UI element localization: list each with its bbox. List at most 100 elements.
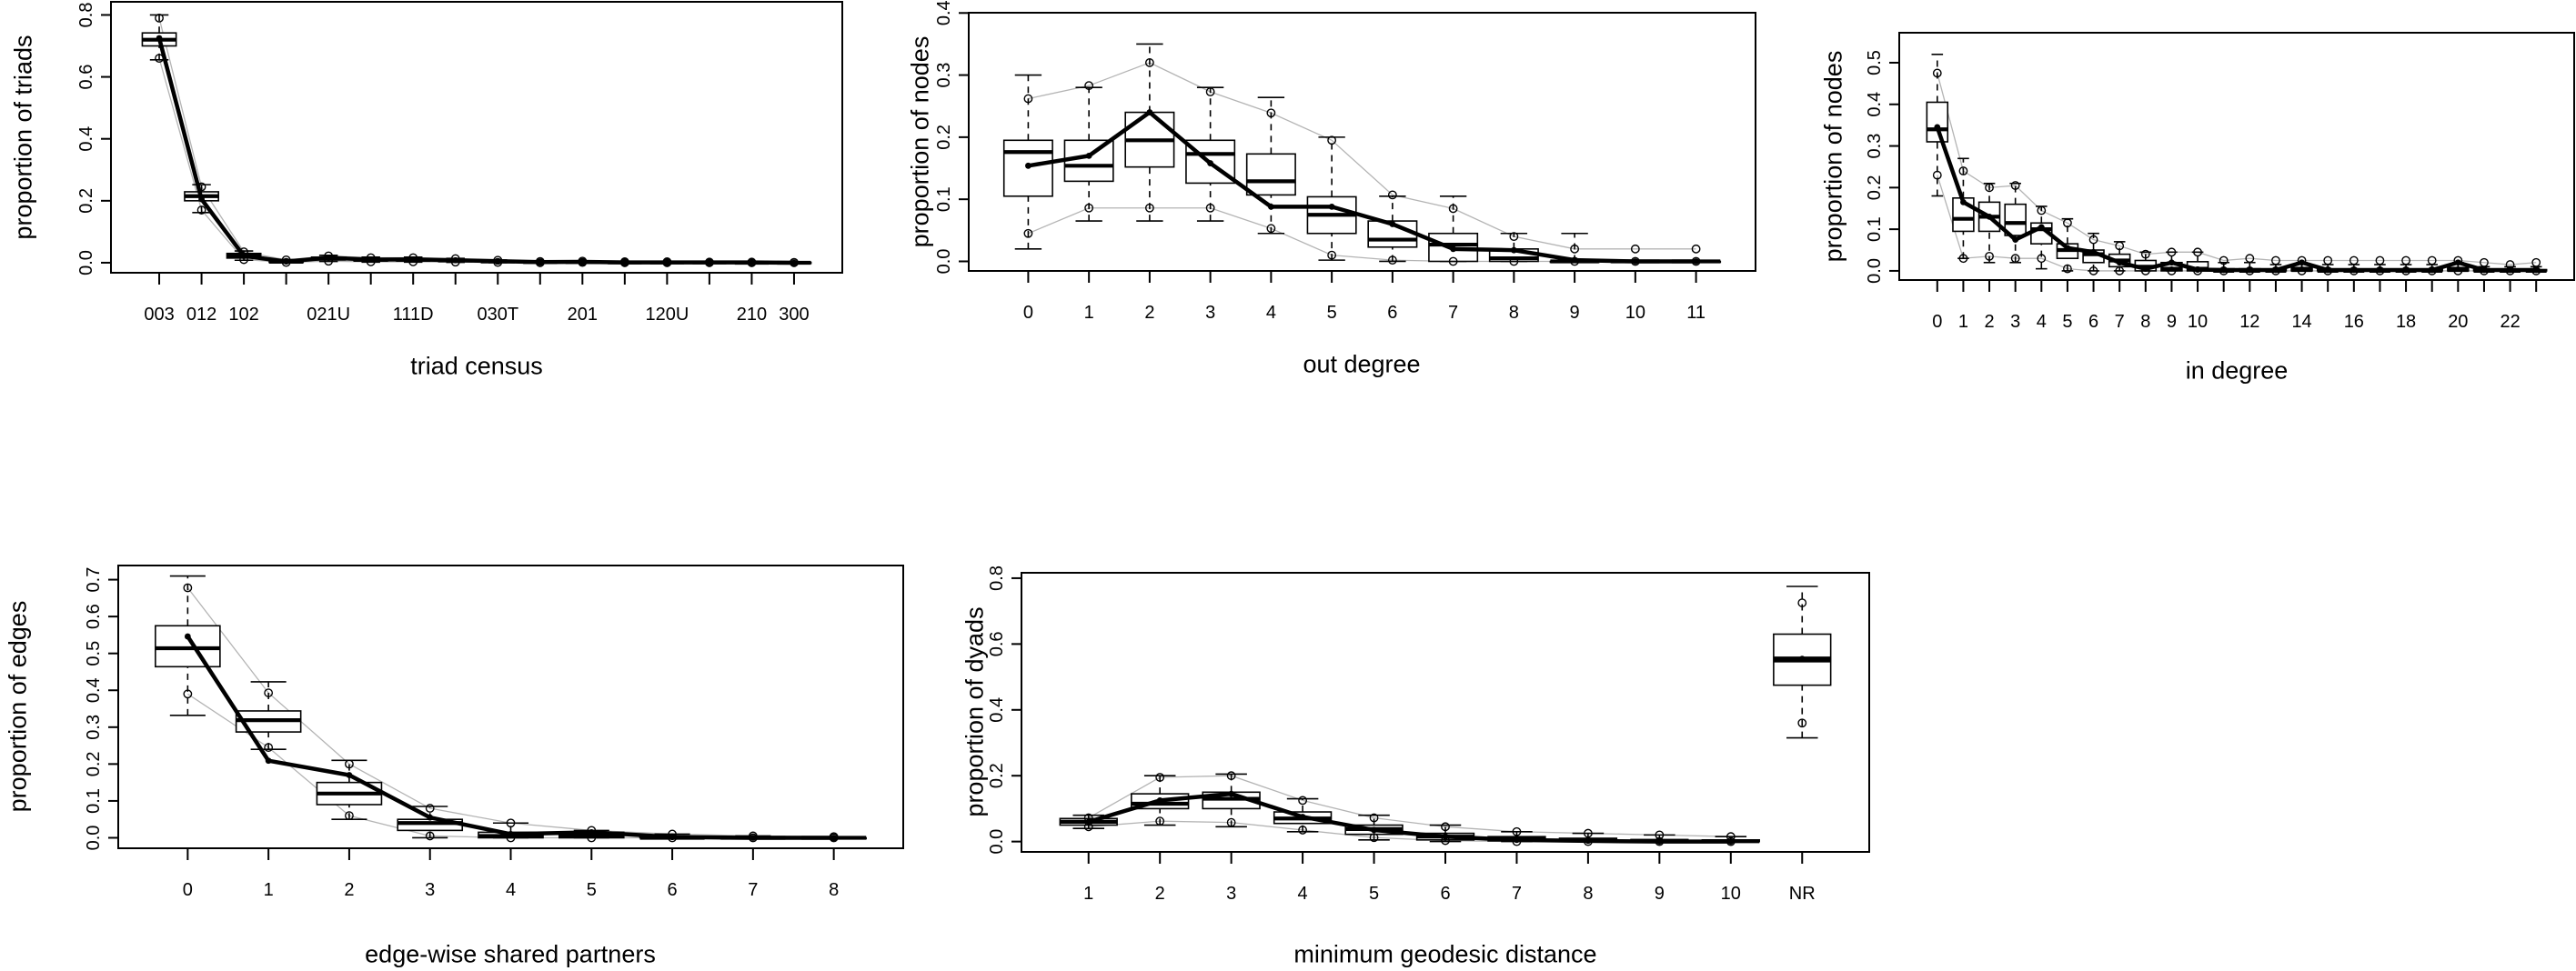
svg-text:111D: 111D xyxy=(393,305,434,325)
svg-text:210: 210 xyxy=(737,305,767,325)
svg-text:0.5: 0.5 xyxy=(1865,50,1885,75)
svg-text:10: 10 xyxy=(1625,303,1645,323)
svg-text:20: 20 xyxy=(2448,312,2468,332)
svg-text:021U: 021U xyxy=(307,305,350,325)
svg-text:0.1: 0.1 xyxy=(84,788,104,814)
svg-text:4: 4 xyxy=(506,880,516,900)
svg-text:1: 1 xyxy=(1083,884,1093,904)
svg-text:0.3: 0.3 xyxy=(84,715,104,740)
svg-text:8: 8 xyxy=(1509,303,1519,323)
svg-text:12: 12 xyxy=(2239,312,2259,332)
svg-text:7: 7 xyxy=(1512,884,1522,904)
svg-text:030T: 030T xyxy=(477,305,518,325)
triad-census-plot: 0.0 0.2 0.4 0.6 0.8 003 012 102 021U 111D 030T 201 1… xyxy=(76,1,843,325)
svg-text:0: 0 xyxy=(1023,303,1033,323)
svg-text:1: 1 xyxy=(264,880,274,900)
svg-text:5: 5 xyxy=(2062,312,2072,332)
svg-text:8: 8 xyxy=(829,880,839,900)
svg-text:0.2: 0.2 xyxy=(1865,175,1885,200)
panel-out-degree: 0.0 0.1 0.2 0.3 0.4 0 1 2 3 4 5 6 7 8 9 10 11 proportion… xyxy=(906,0,1774,409)
svg-text:9: 9 xyxy=(1655,884,1665,904)
svg-text:6: 6 xyxy=(2088,312,2098,332)
svg-text:10: 10 xyxy=(2188,312,2208,332)
svg-text:4: 4 xyxy=(1298,884,1308,904)
svg-text:2: 2 xyxy=(1144,303,1154,323)
svg-text:4: 4 xyxy=(1266,303,1276,323)
svg-text:0.6: 0.6 xyxy=(987,631,1007,656)
panel-in-degree: 0.0 0.1 0.2 0.3 0.4 0.5 0 1 2 3 4 5 6 7 8 9 10 12 14 16 18 20… xyxy=(1819,0,2576,409)
svg-text:3: 3 xyxy=(425,880,435,900)
edgewise-shared-partners-plot: 0.0 0.1 0.2 0.3 0.4 0.5 0.6 0.7 0 1 2 3 4 5 6 7 8 xyxy=(84,565,904,900)
svg-text:2: 2 xyxy=(1984,312,1994,332)
svg-text:4: 4 xyxy=(2037,312,2047,332)
svg-text:6: 6 xyxy=(668,880,678,900)
svg-text:7: 7 xyxy=(748,880,758,900)
panel-triad-census: 0.0 0.2 0.4 0.6 0.8 003 012 102 021U 111D 030T 201 1… xyxy=(0,0,864,409)
svg-text:5: 5 xyxy=(1327,303,1337,323)
svg-text:102: 102 xyxy=(228,305,258,325)
svg-text:14: 14 xyxy=(2291,312,2311,332)
svg-text:9: 9 xyxy=(2167,312,2177,332)
svg-text:6: 6 xyxy=(1440,884,1450,904)
in-degree-ylabel: proportion of nodes xyxy=(1819,50,1847,263)
out-degree-ylabel: proportion of nodes xyxy=(906,35,934,248)
svg-text:300: 300 xyxy=(779,305,809,325)
triad-census-ylabel: proportion of triads xyxy=(9,35,37,240)
svg-text:8: 8 xyxy=(2140,312,2150,332)
svg-text:0.3: 0.3 xyxy=(1865,134,1885,159)
svg-text:7: 7 xyxy=(1448,303,1458,323)
svg-text:3: 3 xyxy=(2010,312,2020,332)
svg-text:5: 5 xyxy=(1369,884,1379,904)
svg-text:5: 5 xyxy=(587,880,597,900)
svg-text:012: 012 xyxy=(186,305,216,325)
out-degree-xlabel: out degree xyxy=(1303,350,1421,378)
svg-text:0.2: 0.2 xyxy=(76,188,96,214)
svg-text:0.2: 0.2 xyxy=(84,751,104,776)
triad-census-xlabel: triad census xyxy=(410,352,543,380)
minimum-geodesic-distance-ylabel: proportion of dyads xyxy=(961,606,989,817)
svg-text:0.0: 0.0 xyxy=(1865,258,1885,284)
svg-text:8: 8 xyxy=(1583,884,1593,904)
svg-text:0.0: 0.0 xyxy=(76,250,96,275)
minimum-geodesic-distance-plot: 0.0 0.2 0.4 0.6 0.8 1 2 3 4 5 6 7 8 9 10 NR xyxy=(987,566,1870,904)
svg-text:7: 7 xyxy=(2115,312,2125,332)
svg-text:0.4: 0.4 xyxy=(76,126,96,152)
svg-text:0.5: 0.5 xyxy=(84,641,104,666)
svg-text:0: 0 xyxy=(1932,312,1942,332)
svg-text:0.1: 0.1 xyxy=(934,186,954,212)
svg-text:201: 201 xyxy=(568,305,598,325)
svg-text:6: 6 xyxy=(1387,303,1397,323)
svg-text:0.8: 0.8 xyxy=(987,566,1007,591)
edgewise-shared-partners-xlabel: edge-wise shared partners xyxy=(365,940,656,968)
panel-minimum-geodesic-distance: 0.0 0.2 0.4 0.6 0.8 1 2 3 4 5 6 7 8 9 10 NR proportion … xyxy=(961,536,1883,971)
in-degree-xlabel: in degree xyxy=(2185,356,2289,385)
svg-text:0.3: 0.3 xyxy=(934,63,954,88)
svg-text:NR: NR xyxy=(1789,884,1816,904)
svg-text:2: 2 xyxy=(344,880,354,900)
edgewise-shared-partners-ylabel: proportion of edges xyxy=(4,600,32,813)
svg-text:3: 3 xyxy=(1205,303,1215,323)
svg-text:1: 1 xyxy=(1958,312,1968,332)
svg-text:0.4: 0.4 xyxy=(1865,92,1885,117)
svg-text:0.7: 0.7 xyxy=(84,567,104,593)
minimum-geodesic-distance-xlabel: minimum geodesic distance xyxy=(1293,940,1597,968)
in-degree-plot: 0.00.10.20.30.40.50 1 2 3 4 5 6 7 8 9 10 12 14 16 18 20… xyxy=(1865,32,2575,332)
svg-text:0.2: 0.2 xyxy=(934,125,954,150)
svg-text:1: 1 xyxy=(1084,303,1094,323)
svg-text:3: 3 xyxy=(1226,884,1236,904)
svg-text:0.4: 0.4 xyxy=(84,677,104,703)
svg-text:10: 10 xyxy=(1721,884,1741,904)
svg-text:0.6: 0.6 xyxy=(76,65,96,90)
svg-text:0.0: 0.0 xyxy=(934,249,954,275)
svg-text:2: 2 xyxy=(1155,884,1165,904)
svg-text:0.0: 0.0 xyxy=(84,826,104,851)
panel-edgewise-shared-partners: 0.0 0.1 0.2 0.3 0.4 0.5 0.6 0.7 0 1 2 3 4 5 6 7 8 propor… xyxy=(0,536,910,971)
svg-text:0.4: 0.4 xyxy=(987,697,1007,723)
svg-text:0.1: 0.1 xyxy=(1865,216,1885,242)
svg-text:18: 18 xyxy=(2396,312,2416,332)
svg-text:0.6: 0.6 xyxy=(84,604,104,629)
svg-text:0: 0 xyxy=(183,880,193,900)
svg-text:22: 22 xyxy=(2500,312,2520,332)
svg-text:003: 003 xyxy=(144,305,174,325)
